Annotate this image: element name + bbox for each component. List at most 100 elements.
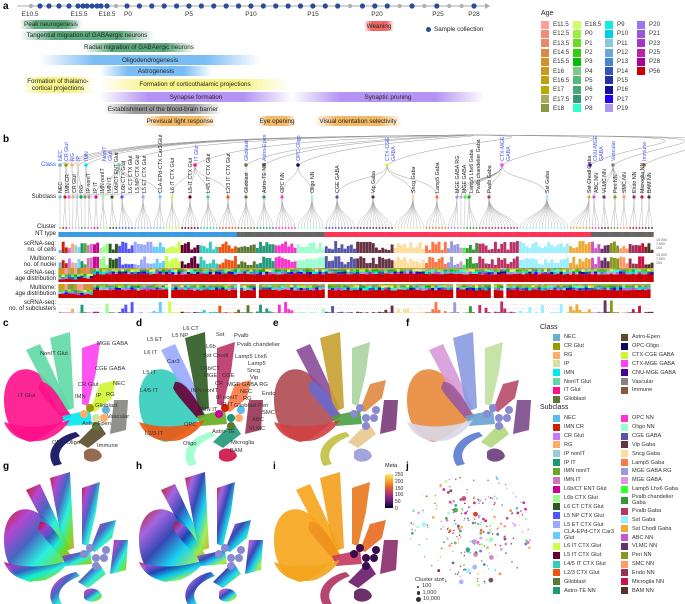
legend-item: CGE GABA bbox=[621, 432, 684, 441]
tree-branch bbox=[466, 196, 470, 229]
multiome-age-stack bbox=[606, 287, 610, 291]
scrna-age-stack bbox=[500, 273, 504, 282]
scrna-age-stack bbox=[196, 271, 200, 275]
scrna-subclusters-bar bbox=[111, 312, 115, 313]
umap-cluster-region bbox=[90, 380, 116, 412]
multiome-age-stack bbox=[619, 289, 623, 298]
label-leader bbox=[84, 193, 103, 196]
multiome-age-stack bbox=[518, 285, 523, 289]
cluster-node bbox=[638, 227, 641, 229]
age-legend-item: P23 bbox=[637, 39, 660, 48]
multiome-nuclei-bar bbox=[374, 264, 378, 268]
scrna-age-stack bbox=[424, 271, 429, 274]
scrna-subclusters-bar bbox=[484, 307, 488, 313]
scrna-subclusters-bar bbox=[371, 312, 375, 313]
multiome-nuclei-bar bbox=[472, 263, 475, 268]
multiome-age-stack bbox=[337, 289, 341, 298]
tick-label: P15 bbox=[307, 11, 319, 18]
scrna-age-stack bbox=[384, 273, 388, 282]
multiome-nuclei-bar bbox=[315, 258, 319, 268]
umap-label: L5 ET bbox=[147, 337, 163, 343]
multiome-age-stack bbox=[396, 287, 400, 290]
multiome-nuclei-bar bbox=[340, 261, 344, 268]
cluster-centroid bbox=[496, 497, 498, 500]
multiome-nuclei-bar bbox=[111, 259, 115, 268]
scrna-subclusters-bar bbox=[215, 311, 219, 313]
multiome-age-stack bbox=[240, 287, 244, 291]
umap-cluster-region bbox=[38, 381, 70, 418]
scrna-age-stack bbox=[318, 271, 322, 274]
umap-cluster-region bbox=[274, 560, 340, 582]
scrna-cells-bar bbox=[105, 243, 109, 253]
cluster-centroid bbox=[483, 545, 486, 547]
scrna-age-stack bbox=[365, 274, 369, 282]
scrna-cells-bar bbox=[487, 249, 491, 253]
multiome-age-stack bbox=[631, 290, 635, 298]
legend-label: RG bbox=[564, 352, 573, 359]
sample-dot bbox=[322, 3, 328, 9]
cluster-node bbox=[381, 227, 384, 229]
legend-swatch bbox=[553, 342, 560, 350]
event-label: Formation of corticothalamic projections bbox=[139, 81, 251, 88]
scrna-age-stack bbox=[431, 271, 435, 274]
sample-dot bbox=[422, 3, 427, 9]
cluster-node bbox=[215, 227, 218, 229]
cluster-centroid bbox=[505, 487, 508, 490]
cluster-node bbox=[269, 227, 271, 229]
scrna-cells-bar bbox=[199, 245, 203, 253]
cluster-node bbox=[566, 227, 569, 229]
tree-branch bbox=[95, 196, 98, 229]
scrna-age-stack bbox=[362, 273, 366, 282]
multiome-age-stack bbox=[390, 290, 394, 298]
umap-small-cluster bbox=[221, 404, 229, 412]
scrna-age-stack bbox=[343, 273, 347, 282]
legend-column: OPC NN Oligo NN CGE GABA Vip Gaba Sncg Gaba L… bbox=[621, 414, 684, 595]
scrna-age-stack bbox=[258, 269, 263, 273]
scrna-age-stack bbox=[240, 269, 244, 272]
scrna-age-stack bbox=[493, 274, 498, 282]
multiome-age-stack bbox=[365, 290, 369, 298]
class-tree-label: NEC bbox=[58, 150, 64, 161]
legend-label: L4/5 IT CTX Glut bbox=[564, 561, 606, 568]
class-node bbox=[262, 163, 266, 167]
multiome-age-stack bbox=[315, 289, 319, 298]
scrna-age-stack bbox=[434, 271, 438, 274]
tree-branch bbox=[336, 164, 388, 198]
scrna-age-stack bbox=[628, 274, 632, 282]
sample-dot bbox=[347, 3, 353, 9]
scrna-age-stack bbox=[537, 274, 541, 282]
scrna-age-stack bbox=[202, 273, 206, 282]
scrna-cells-bar bbox=[556, 244, 560, 253]
multiome-age-stack bbox=[615, 288, 620, 291]
sample-dot bbox=[248, 3, 254, 9]
cluster-node bbox=[554, 227, 556, 229]
multiome-age-stack bbox=[521, 290, 526, 298]
multiome-age-stack bbox=[556, 290, 560, 298]
nt-type-cell bbox=[387, 232, 391, 237]
cluster-centroid bbox=[524, 542, 528, 546]
multiome-nuclei-bar bbox=[187, 262, 190, 268]
multiome-age-stack bbox=[86, 284, 90, 290]
multiome-age-stack bbox=[193, 285, 197, 289]
nt-type-cell bbox=[258, 232, 263, 237]
scrna-age-stack bbox=[186, 269, 191, 272]
scrna-age-stack bbox=[271, 273, 275, 282]
sample-dot bbox=[198, 3, 204, 9]
tree-branch bbox=[398, 196, 414, 229]
scrna-subclusters-bar bbox=[280, 312, 284, 313]
tree-branch bbox=[463, 196, 466, 229]
tree-branch bbox=[263, 134, 471, 166]
multiome-age-stack bbox=[92, 284, 97, 286]
scrna-age-stack bbox=[296, 271, 300, 274]
cluster-centroid bbox=[503, 524, 507, 528]
scrna-age-stack bbox=[431, 269, 435, 272]
cluster-centroid bbox=[498, 482, 500, 485]
tree-branch bbox=[80, 196, 83, 229]
label-leader bbox=[88, 193, 110, 196]
multiome-age-stack bbox=[293, 285, 297, 288]
scrna-age-stack bbox=[559, 269, 563, 272]
subclass-node bbox=[141, 195, 145, 199]
umap-cluster-region bbox=[360, 380, 386, 412]
subclass-node bbox=[120, 195, 124, 199]
multiome-age-stack bbox=[406, 285, 410, 288]
